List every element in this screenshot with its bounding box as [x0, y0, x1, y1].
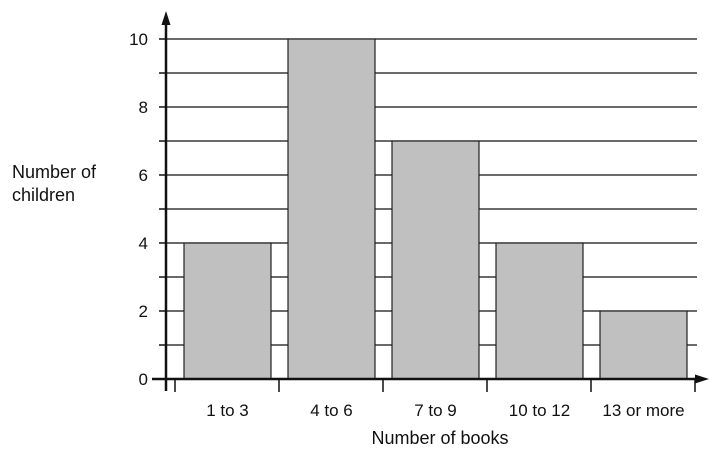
x-category-label: 13 or more — [602, 401, 684, 420]
y-axis-arrowhead — [162, 11, 171, 25]
y-tick-label: 2 — [139, 302, 148, 321]
y-tick-label: 8 — [139, 98, 148, 117]
bar-7-to-9 — [392, 141, 479, 379]
y-tick-label: 0 — [139, 370, 148, 389]
bar-10-to-12 — [496, 243, 583, 379]
x-category-labels: 1 to 3 4 to 6 7 to 9 10 to 12 13 or more — [175, 379, 695, 420]
y-axis-title-line-2: children — [12, 185, 75, 205]
x-axis-title: Number of books — [371, 428, 508, 448]
x-category-label: 10 to 12 — [509, 401, 570, 420]
x-category-label: 7 to 9 — [414, 401, 457, 420]
y-tick-label: 4 — [139, 234, 148, 253]
y-axis-title-line-1: Number of — [12, 162, 97, 182]
y-tick-labels: 0 2 4 6 8 10 — [129, 30, 166, 389]
x-category-label: 4 to 6 — [310, 401, 353, 420]
bar-4-to-6 — [288, 39, 375, 379]
x-axis-arrowhead — [695, 375, 709, 384]
x-category-label: 1 to 3 — [206, 401, 249, 420]
y-tick-label: 6 — [139, 166, 148, 185]
y-tick-label: 10 — [129, 30, 148, 49]
bar-1-to-3 — [184, 243, 271, 379]
bar-13-or-more — [600, 311, 687, 379]
